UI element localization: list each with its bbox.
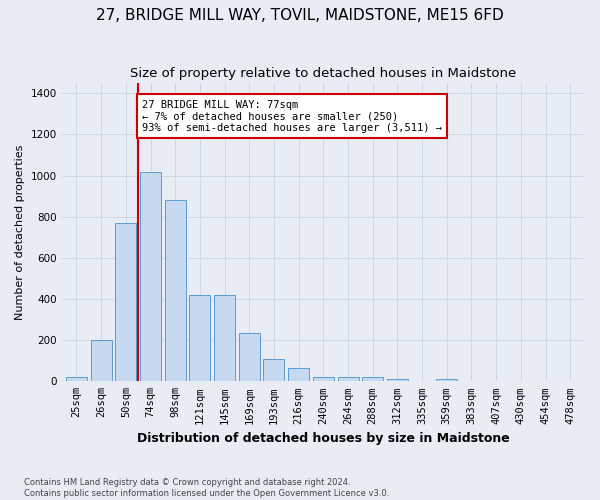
Bar <box>387 379 408 382</box>
Text: 27 BRIDGE MILL WAY: 77sqm
← 7% of detached houses are smaller (250)
93% of semi-: 27 BRIDGE MILL WAY: 77sqm ← 7% of detach… <box>142 100 442 132</box>
Y-axis label: Number of detached properties: Number of detached properties <box>15 144 25 320</box>
Bar <box>140 172 161 382</box>
Title: Size of property relative to detached houses in Maidstone: Size of property relative to detached ho… <box>130 68 517 80</box>
Text: Contains HM Land Registry data © Crown copyright and database right 2024.
Contai: Contains HM Land Registry data © Crown c… <box>24 478 389 498</box>
Bar <box>214 295 235 382</box>
Bar <box>338 377 359 382</box>
Bar <box>313 377 334 382</box>
Bar <box>239 333 260 382</box>
Bar <box>66 377 87 382</box>
Text: 27, BRIDGE MILL WAY, TOVIL, MAIDSTONE, ME15 6FD: 27, BRIDGE MILL WAY, TOVIL, MAIDSTONE, M… <box>96 8 504 22</box>
Bar <box>165 200 186 382</box>
Bar <box>263 358 284 382</box>
X-axis label: Distribution of detached houses by size in Maidstone: Distribution of detached houses by size … <box>137 432 510 445</box>
Bar <box>288 368 309 382</box>
Bar <box>115 223 136 382</box>
Bar <box>362 377 383 382</box>
Bar <box>91 340 112 382</box>
Bar <box>436 379 457 382</box>
Bar <box>190 295 211 382</box>
